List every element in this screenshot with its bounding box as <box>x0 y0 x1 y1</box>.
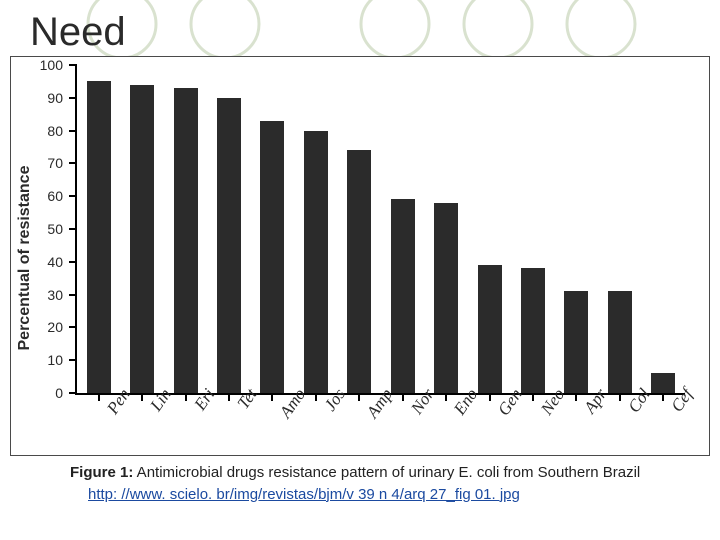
x-tick <box>489 393 491 401</box>
y-tick <box>69 359 77 361</box>
bar <box>347 150 371 393</box>
caption-text: Antimicrobial drugs resistance pattern o… <box>133 464 640 481</box>
bar <box>564 291 588 393</box>
x-tick <box>271 393 273 401</box>
x-tick <box>445 393 447 401</box>
bar <box>260 121 284 393</box>
y-tick-label: 30 <box>47 287 63 303</box>
caption-url[interactable]: http: //www. scielo. br/img/revistas/bjm… <box>70 485 650 505</box>
bar <box>608 291 632 393</box>
y-tick <box>69 261 77 263</box>
slide-root: Need Percentual of resistance 0102030405… <box>0 0 720 540</box>
chart-frame: Percentual of resistance 010203040506070… <box>10 56 710 456</box>
x-tick <box>619 393 621 401</box>
bar <box>391 199 415 393</box>
y-tick-label: 80 <box>47 123 63 139</box>
bar <box>217 98 241 393</box>
bar-chart: 0102030405060708090100PenLinEriTetAmoJos… <box>75 65 685 395</box>
x-tick <box>185 393 187 401</box>
bar <box>651 373 675 393</box>
y-tick <box>69 195 77 197</box>
y-tick-label: 40 <box>47 254 63 270</box>
y-tick <box>69 64 77 66</box>
y-tick-label: 90 <box>47 90 63 106</box>
figure-label: Figure 1: <box>70 464 133 481</box>
y-axis-label: Percentual of resistance <box>16 166 34 351</box>
y-tick <box>69 162 77 164</box>
x-tick <box>315 393 317 401</box>
y-tick <box>69 97 77 99</box>
x-tick <box>228 393 230 401</box>
y-tick <box>69 294 77 296</box>
y-tick <box>69 392 77 394</box>
x-tick <box>98 393 100 401</box>
x-tick <box>532 393 534 401</box>
figure-caption: Figure 1: Antimicrobial drugs resistance… <box>70 463 650 504</box>
x-tick <box>358 393 360 401</box>
bar <box>130 85 154 393</box>
y-tick <box>69 228 77 230</box>
chart-wrap: Percentual of resistance 010203040506070… <box>35 65 695 451</box>
x-tick <box>575 393 577 401</box>
x-tick <box>402 393 404 401</box>
bar <box>521 268 545 393</box>
bar <box>304 131 328 393</box>
bar <box>87 81 111 393</box>
y-tick-label: 10 <box>47 352 63 368</box>
y-tick <box>69 326 77 328</box>
y-tick-label: 20 <box>47 319 63 335</box>
bar <box>174 88 198 393</box>
y-tick-label: 50 <box>47 221 63 237</box>
y-tick-label: 0 <box>55 385 63 401</box>
bar <box>434 203 458 393</box>
y-tick-label: 70 <box>47 155 63 171</box>
y-tick-label: 60 <box>47 188 63 204</box>
x-tick <box>662 393 664 401</box>
x-tick <box>141 393 143 401</box>
page-title: Need <box>30 10 126 55</box>
y-tick <box>69 130 77 132</box>
y-tick-label: 100 <box>40 57 63 73</box>
bar <box>478 265 502 393</box>
